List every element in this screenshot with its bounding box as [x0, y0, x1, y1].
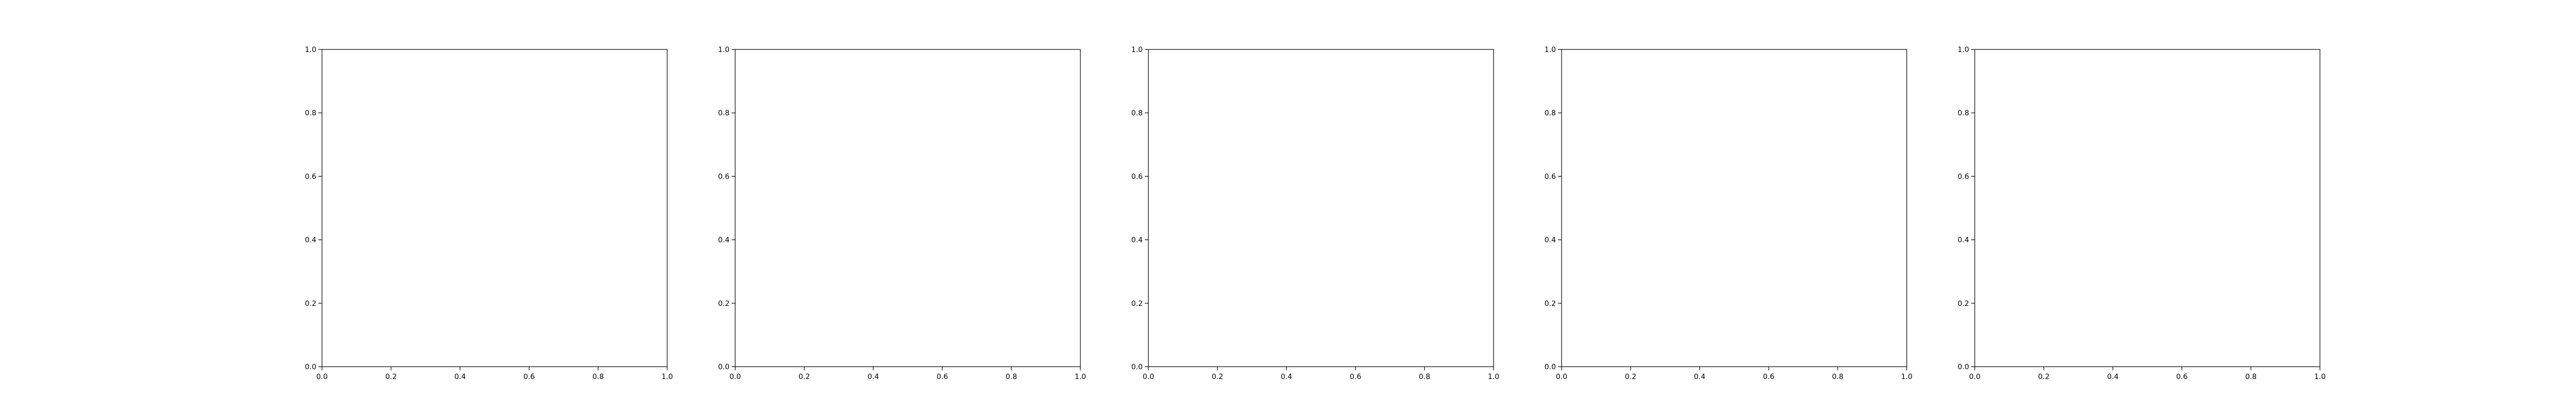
y-tick-label: 0.4: [305, 236, 316, 245]
y-tick-label: 0.8: [1958, 109, 1969, 117]
y-tick-label: 0.8: [1545, 109, 1556, 117]
x-tick-label: 0.2: [1625, 373, 1636, 381]
subplot-5: 0.0 0.2 0.4 0.6 0.8 1.0 0.0 0.2 0.4 0.6 0.8 1.0: [1958, 46, 2326, 381]
subplot-2: 0.0 0.2 0.4 0.6 0.8 1.0 0.0 0.2 0.4 0.6 0.8 1.0: [718, 46, 1086, 381]
y-tick-label: 0.6: [718, 173, 730, 181]
x-tick-label: 0.4: [1694, 373, 1705, 381]
x-tick-label: 0.6: [937, 373, 948, 381]
y-tick-label: 0.6: [1545, 173, 1556, 181]
axes-frame: [1148, 49, 1494, 367]
y-tick-label: 0.8: [1131, 109, 1143, 117]
y-tick-label: 0.2: [718, 300, 730, 308]
subplot-4: 0.0 0.2 0.4 0.6 0.8 1.0 0.0 0.2 0.4 0.6 0.8 1.0: [1545, 46, 1912, 381]
axes-frame: [1974, 49, 2320, 367]
y-tick-label: 0.6: [305, 173, 316, 181]
y-tick-label: 1.0: [1958, 46, 1969, 54]
x-tick-label: 0.8: [592, 373, 604, 381]
x-tick-label: 0.0: [1556, 373, 1567, 381]
x-tick-label: 0.8: [1419, 373, 1430, 381]
x-tick-label: 0.2: [2038, 373, 2049, 381]
axes-frame: [321, 49, 668, 367]
x-tick-label: 0.2: [799, 373, 810, 381]
y-tick-label: 1.0: [305, 46, 316, 54]
x-tick-label: 0.8: [1832, 373, 1843, 381]
x-tick-label: 0.6: [1763, 373, 1774, 381]
x-tick-label: 0.4: [2107, 373, 2119, 381]
x-tick-label: 0.0: [316, 373, 328, 381]
x-tick-label: 0.8: [1006, 373, 1017, 381]
y-tick-label: 0.6: [1131, 173, 1143, 181]
x-tick-label: 0.4: [454, 373, 466, 381]
x-tick-label: 0.4: [868, 373, 879, 381]
y-tick-label: 1.0: [1545, 46, 1556, 54]
x-tick-label: 1.0: [662, 373, 673, 381]
y-tick-label: 0.8: [305, 109, 316, 117]
y-tick-label: 0.4: [1958, 236, 1969, 245]
y-tick-label: 0.4: [1545, 236, 1556, 245]
x-tick-label: 1.0: [1901, 373, 1912, 381]
x-tick-label: 1.0: [1075, 373, 1086, 381]
y-tick-label: 0.0: [718, 363, 730, 371]
x-tick-label: 0.2: [385, 373, 397, 381]
x-tick-label: 1.0: [2314, 373, 2326, 381]
y-tick-label: 1.0: [718, 46, 730, 54]
y-tick-label: 1.0: [1131, 46, 1143, 54]
y-tick-label: 0.2: [1545, 300, 1556, 308]
axes-frame: [735, 49, 1081, 367]
subplot-1: 0.0 0.2 0.4 0.6 0.8 1.0 0.0 0.2 0.4 0.6 0.8 1.0: [305, 46, 673, 381]
y-tick-label: 0.2: [1131, 300, 1143, 308]
x-tick-label: 0.0: [1143, 373, 1154, 381]
y-tick-label: 0.0: [305, 363, 316, 371]
y-tick-label: 0.4: [718, 236, 730, 245]
y-tick-label: 0.2: [1958, 300, 1969, 308]
x-tick-label: 0.6: [2176, 373, 2188, 381]
y-tick-label: 0.8: [718, 109, 730, 117]
y-tick-label: 0.0: [1545, 363, 1556, 371]
x-tick-label: 0.8: [2245, 373, 2257, 381]
y-tick-label: 0.2: [305, 300, 316, 308]
x-tick-label: 1.0: [1488, 373, 1499, 381]
y-tick-label: 0.4: [1131, 236, 1143, 245]
x-tick-label: 0.6: [1350, 373, 1361, 381]
axes-frame: [1561, 49, 1907, 367]
x-tick-label: 0.0: [1969, 373, 1980, 381]
x-tick-label: 0.2: [1212, 373, 1223, 381]
x-tick-label: 0.0: [730, 373, 741, 381]
y-tick-label: 0.0: [1131, 363, 1143, 371]
y-tick-label: 0.0: [1958, 363, 1969, 371]
x-tick-label: 0.4: [1281, 373, 1292, 381]
y-tick-label: 0.6: [1958, 173, 1969, 181]
x-tick-label: 0.6: [523, 373, 535, 381]
subplot-3: 0.0 0.2 0.4 0.6 0.8 1.0 0.0 0.2 0.4 0.6 0.8 1.0: [1131, 46, 1499, 381]
